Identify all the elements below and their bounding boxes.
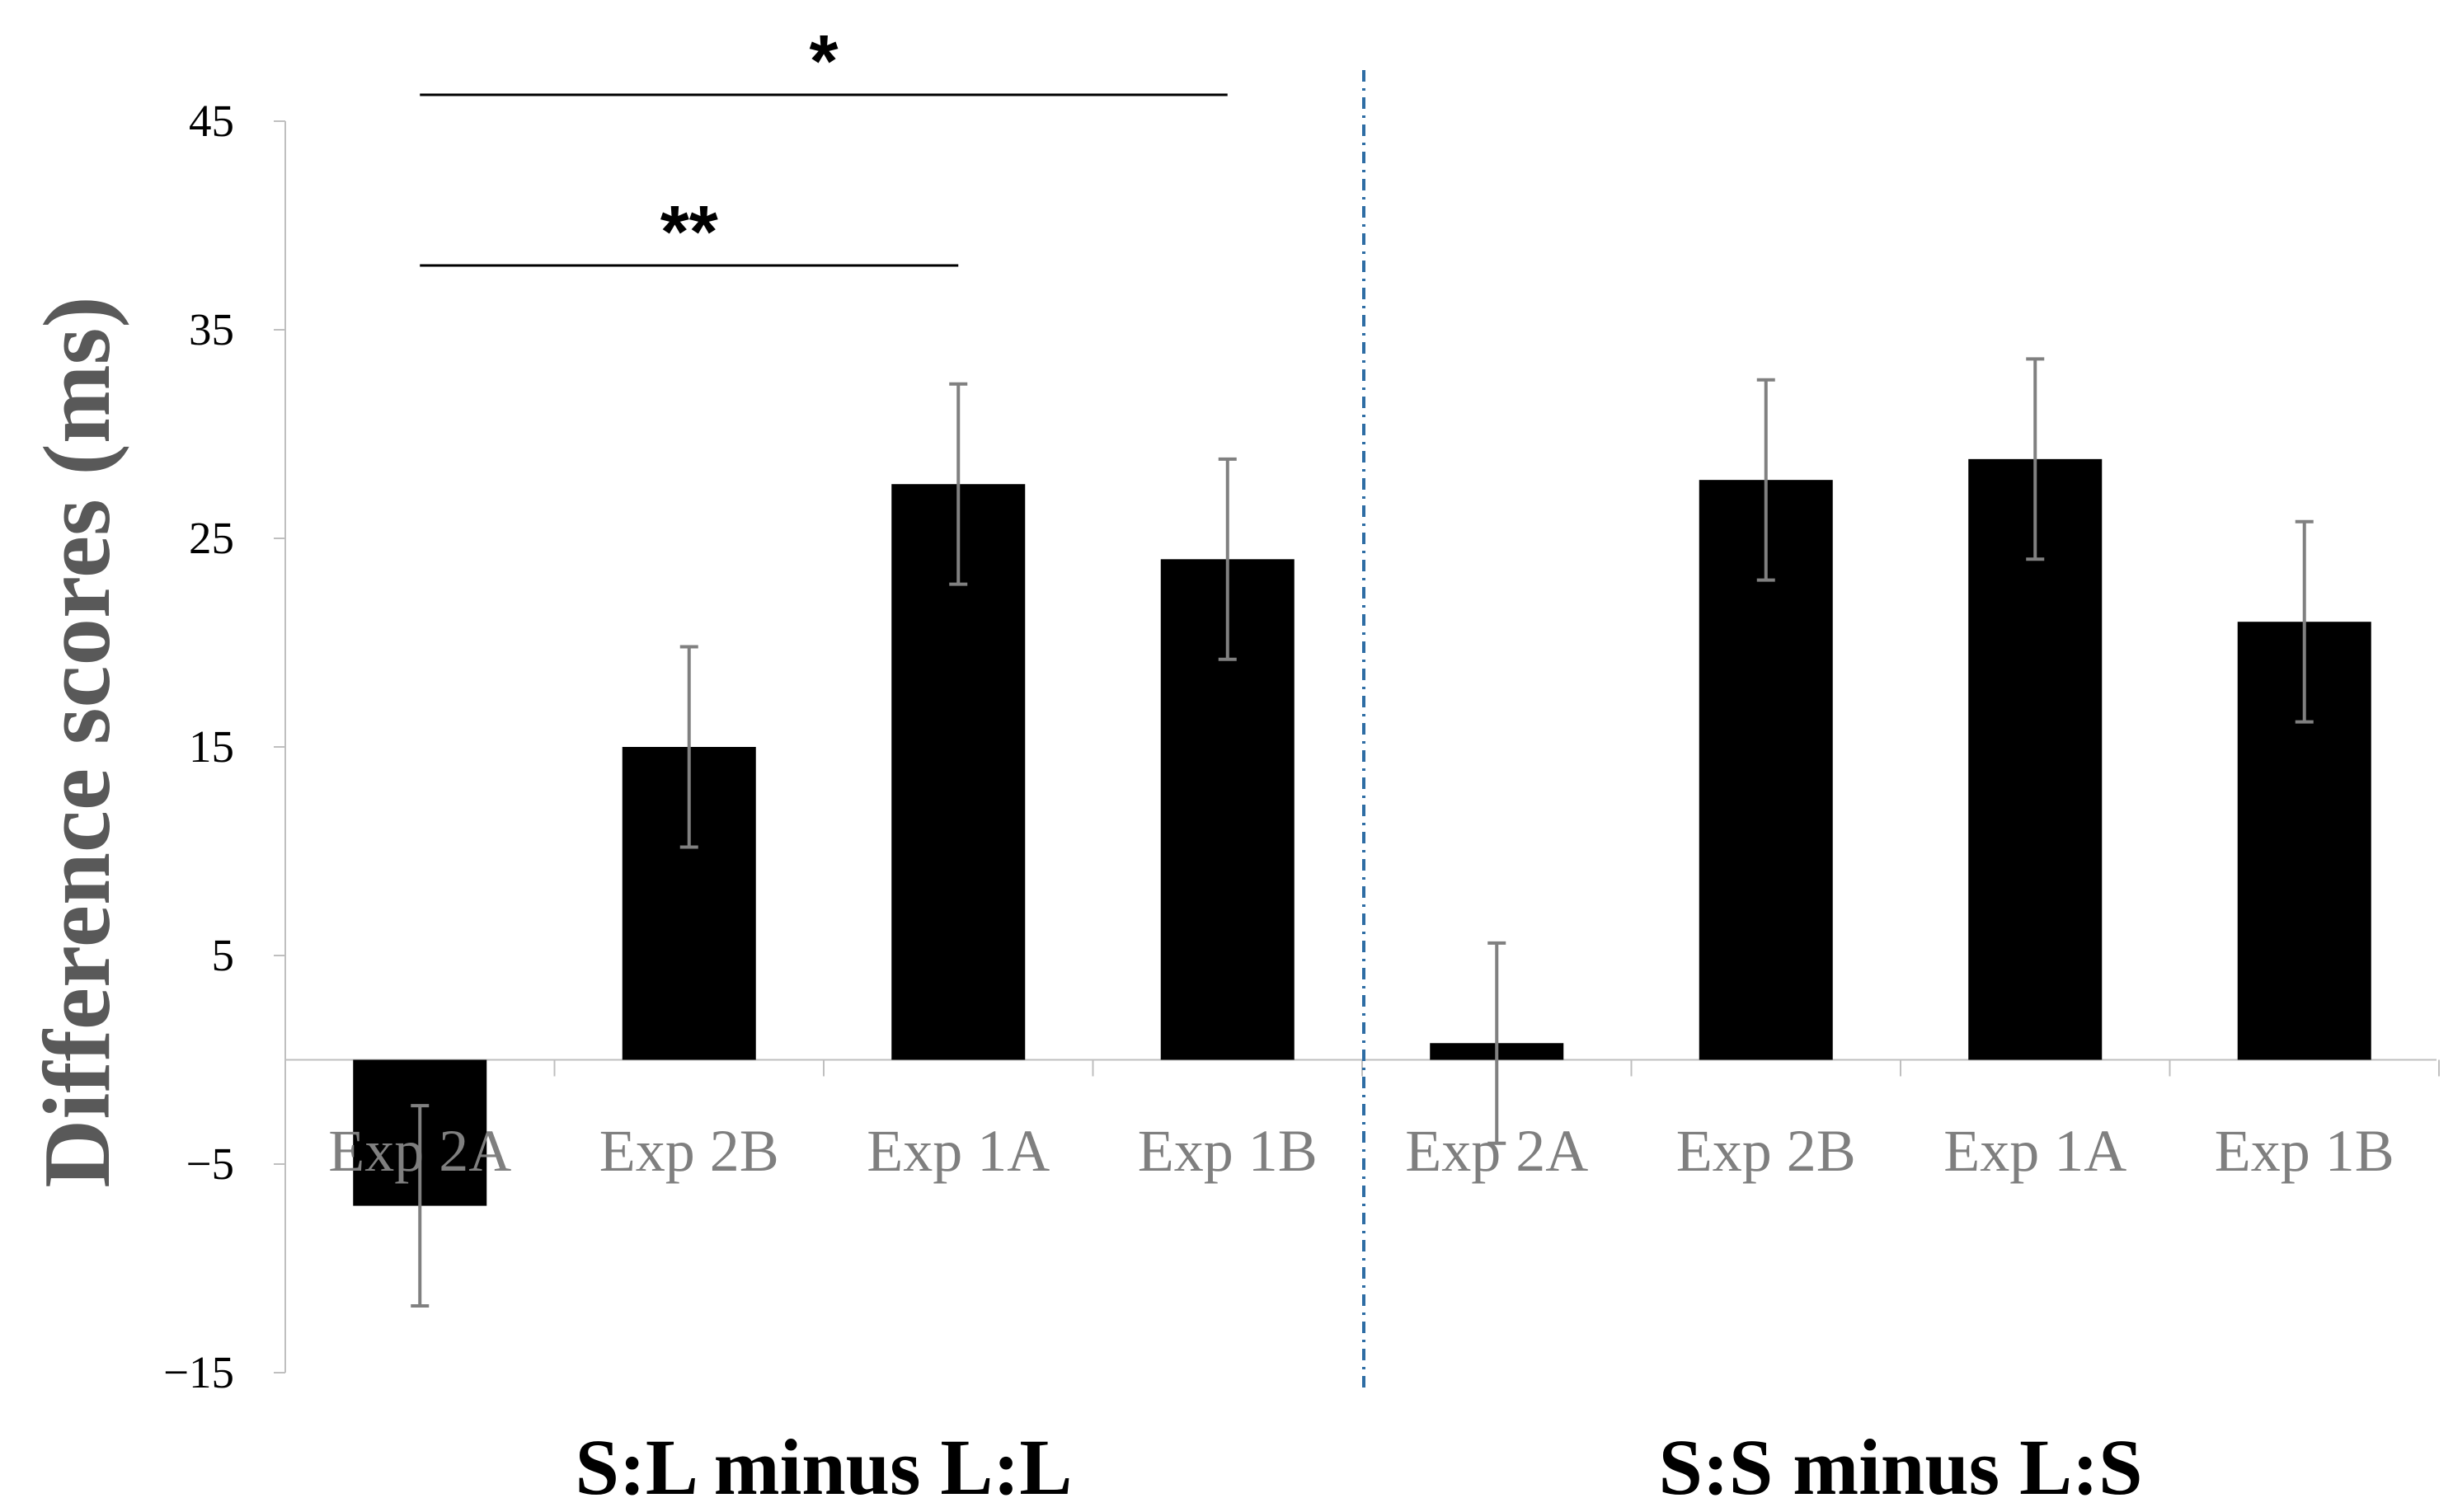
x-tick-label: Exp 1A — [867, 1118, 1050, 1184]
y-tick-label: −5 — [186, 1139, 234, 1189]
error-bar — [1756, 378, 1775, 582]
error-bar — [949, 382, 968, 586]
y-tick-label: 15 — [189, 721, 234, 772]
error-bar — [1218, 457, 1237, 661]
y-tick-label: 25 — [189, 513, 234, 563]
x-tick-label: Exp 1B — [2215, 1118, 2394, 1184]
axes: 45 35 25 15 5 −5 −15 S:L minus L:L S:S minus L:S — [163, 70, 2440, 1511]
group-label-1: S:L minus L:L — [576, 1423, 1073, 1511]
x-tick-label: Exp 1B — [1138, 1118, 1318, 1184]
error-bar — [1487, 941, 1506, 1145]
error-bar — [2295, 519, 2314, 724]
error-bar — [679, 645, 698, 849]
y-tick-label: −15 — [163, 1347, 234, 1397]
x-tick-labels: Exp 2A Exp 2B Exp 1A Exp 1B Exp 2A Exp 2B Exp … — [328, 1118, 2394, 1184]
error-bar — [2026, 357, 2045, 561]
group-label-2: S:S minus L:S — [1659, 1423, 2143, 1511]
y-axis-label: Difference scores (ms) — [25, 296, 129, 1187]
y-tick-label: 35 — [189, 304, 234, 355]
x-tick-label: Exp 2B — [1676, 1118, 1856, 1184]
error-bar — [411, 1104, 430, 1308]
significance-label: ** — [660, 191, 718, 274]
significance-markers: *** — [420, 21, 1228, 274]
y-tick-label: 5 — [212, 930, 235, 980]
significance-label: * — [809, 21, 838, 103]
error-bars — [411, 357, 2314, 1308]
x-tick-label: Exp 1A — [1943, 1118, 2126, 1184]
x-tick-label: Exp 2B — [599, 1118, 779, 1184]
y-tick-label: 45 — [189, 96, 234, 146]
